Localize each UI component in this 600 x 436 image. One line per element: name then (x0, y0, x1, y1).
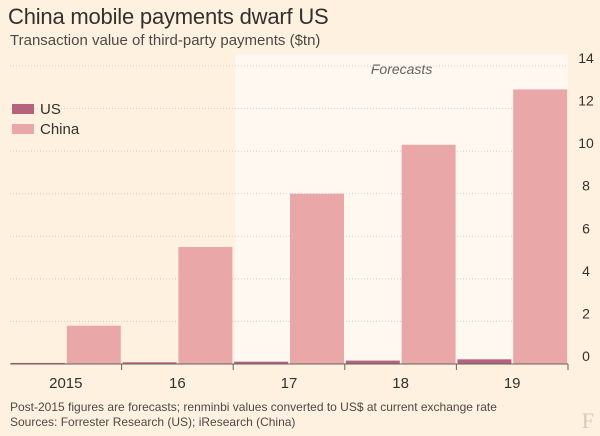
bar-us (234, 361, 289, 364)
y-tick-label: 14 (578, 50, 594, 66)
y-tick-label: 6 (582, 220, 590, 236)
bar-china (290, 193, 344, 364)
bar-china (178, 246, 233, 364)
forecast-label: Forecasts (371, 61, 432, 77)
footnote-block: Post-2015 figures are forecasts; renminb… (10, 400, 497, 430)
x-tick-label: 2015 (49, 375, 82, 392)
chart-title: China mobile payments dwarf US (8, 4, 329, 29)
bar-us (345, 360, 400, 364)
y-tick-label: 8 (582, 178, 590, 194)
legend-label-us: US (40, 101, 61, 118)
bar-us (122, 362, 177, 364)
legend-swatch-china (12, 124, 34, 134)
bar-china (401, 144, 456, 364)
x-tick-label: 17 (281, 375, 298, 392)
legend-swatch-us (12, 104, 34, 114)
y-tick-label: 4 (582, 263, 590, 279)
bar-us (457, 359, 512, 364)
y-tick-label: 12 (578, 93, 594, 109)
y-tick-label: 10 (578, 135, 594, 151)
legend-label-china: China (40, 121, 80, 138)
footnote-text: Post-2015 figures are forecasts; renminb… (10, 400, 497, 414)
bar-china (513, 89, 568, 365)
x-tick-label: 18 (392, 375, 409, 392)
y-tick-label: 2 (582, 305, 590, 321)
y-tick-label: 0 (582, 348, 590, 364)
sources-text: Sources: Forrester Research (US); iResea… (10, 415, 296, 429)
chart-subtitle: Transaction value of third-party payment… (10, 32, 321, 49)
bar-china (66, 325, 121, 364)
bar-chart: Forecasts 0 2 4 6 8 10 12 14 2015 16 17 18 19 US China (10, 50, 594, 392)
x-tick-label: 16 (169, 375, 186, 392)
bar-us (11, 362, 65, 364)
x-tick-label: 19 (504, 375, 521, 392)
ft-logo-mark: F (581, 408, 594, 433)
